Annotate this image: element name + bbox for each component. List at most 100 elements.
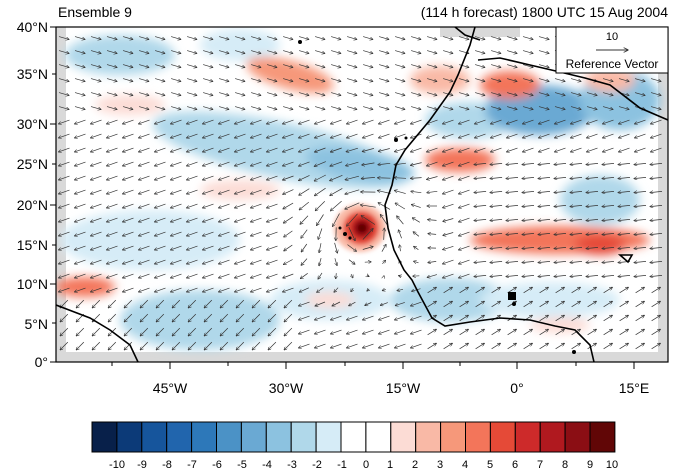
wind-vector xyxy=(252,299,261,308)
wind-vector xyxy=(363,78,373,82)
colorbar-box xyxy=(365,421,392,453)
wind-vector xyxy=(348,259,355,265)
wind-vector xyxy=(395,78,405,82)
wind-vector xyxy=(58,36,69,40)
wind-vector xyxy=(187,119,198,124)
wind-vector xyxy=(491,147,502,152)
wind-vector xyxy=(139,273,150,278)
wind-vector xyxy=(331,36,341,40)
wind-vector xyxy=(427,119,438,124)
wind-vector xyxy=(106,106,117,110)
wind-vector xyxy=(427,274,437,278)
colorbar-label: -6 xyxy=(212,459,222,471)
wind-vector xyxy=(123,189,134,194)
wind-vector xyxy=(382,289,386,290)
wind-vector xyxy=(507,343,517,350)
wind-vector xyxy=(410,162,422,166)
wind-vector xyxy=(411,92,421,96)
wind-vector xyxy=(380,214,388,226)
wind-vector xyxy=(523,147,534,152)
wind-vector xyxy=(107,119,118,124)
wind-vector xyxy=(603,301,613,308)
wind-vector xyxy=(139,133,150,138)
wind-vector xyxy=(400,245,401,252)
iberia-coastline xyxy=(454,27,481,41)
wind-vector xyxy=(427,133,438,138)
wind-vector xyxy=(59,203,70,208)
wind-vector xyxy=(139,175,150,180)
wind-vector xyxy=(555,133,566,138)
wind-vector xyxy=(251,231,262,236)
wind-vector xyxy=(219,231,230,236)
wind-vector xyxy=(380,302,388,306)
wind-vector xyxy=(570,92,581,96)
wind-vector xyxy=(635,301,645,308)
wind-vector xyxy=(427,78,437,82)
lat-tick-label: 10°N xyxy=(17,276,48,292)
wind-vector xyxy=(123,175,134,180)
wind-vector xyxy=(123,203,134,208)
wind-vector xyxy=(587,329,597,336)
wind-vector xyxy=(507,50,517,54)
wind-vector xyxy=(315,301,326,306)
wind-vector xyxy=(650,233,663,234)
wind-vector xyxy=(619,147,630,152)
wind-vector xyxy=(474,275,487,276)
wind-vector xyxy=(634,191,647,192)
wind-vector xyxy=(203,245,214,250)
wind-vector xyxy=(650,275,663,276)
wind-vector xyxy=(650,247,663,248)
wind-vector xyxy=(203,64,213,68)
wind-vector xyxy=(252,341,261,350)
wind-vector xyxy=(379,343,390,348)
wind-vector xyxy=(59,119,70,124)
wind-vector xyxy=(139,217,150,222)
wind-vector xyxy=(412,218,420,223)
wind-vector xyxy=(122,64,133,68)
wind-vector xyxy=(459,315,469,322)
wind-vector xyxy=(204,299,213,308)
wind-vector xyxy=(506,275,519,276)
wind-vector xyxy=(459,147,470,152)
wind-vector xyxy=(91,217,102,222)
wind-vector xyxy=(618,78,629,82)
wind-vector xyxy=(108,299,117,308)
wind-vector xyxy=(443,161,454,166)
wind-vector xyxy=(236,327,245,336)
wind-vector xyxy=(203,133,214,138)
wind-vector xyxy=(75,259,86,264)
wind-vector xyxy=(123,147,134,152)
wind-vector xyxy=(91,161,102,166)
wind-vector xyxy=(586,233,599,234)
wind-vector xyxy=(443,245,454,249)
wind-vector xyxy=(538,36,549,40)
wind-vector xyxy=(634,247,647,248)
wind-vector xyxy=(235,36,245,40)
wind-vector xyxy=(59,175,70,180)
wind-vector xyxy=(317,287,324,293)
wind-vector xyxy=(236,341,245,350)
wind-vector xyxy=(490,205,503,206)
wind-vector xyxy=(315,50,325,54)
wind-vector xyxy=(381,244,386,252)
wind-vector xyxy=(90,106,101,110)
wind-vector xyxy=(107,133,118,138)
wind-vector xyxy=(491,106,501,110)
wind-vector xyxy=(171,245,182,250)
wind-vector xyxy=(140,313,149,322)
lon-tick-label: 0° xyxy=(510,380,523,396)
wind-vector xyxy=(635,119,646,124)
wind-vector xyxy=(59,287,70,292)
colorbar-box xyxy=(191,421,218,453)
wind-vector xyxy=(171,106,181,110)
wind-vector xyxy=(314,174,326,181)
wind-vector xyxy=(651,287,661,294)
wind-vector xyxy=(315,92,325,96)
wind-vector xyxy=(299,119,310,124)
wind-vector xyxy=(219,106,229,110)
wind-vector xyxy=(187,161,198,166)
wind-vector xyxy=(603,133,614,138)
colorbar-label: -3 xyxy=(287,459,297,471)
wind-vector xyxy=(124,313,133,322)
wind-vector xyxy=(411,119,422,124)
